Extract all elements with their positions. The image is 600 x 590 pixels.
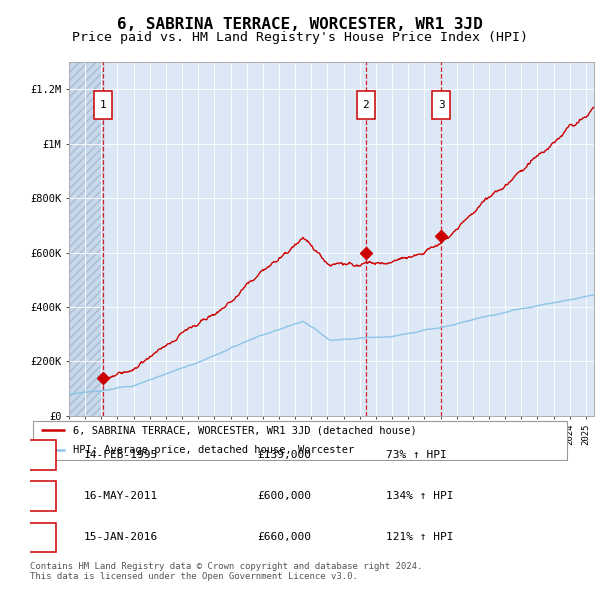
Bar	[69, 62, 103, 416]
Text: 2: 2	[362, 100, 369, 110]
Text: 3: 3	[438, 100, 445, 110]
Text: HPI: Average price, detached house, Worcester: HPI: Average price, detached house, Worc…	[73, 445, 355, 455]
Text: 16-MAY-2011: 16-MAY-2011	[84, 491, 158, 501]
Text: 14-FEB-1995: 14-FEB-1995	[84, 450, 158, 460]
Text: £139,000: £139,000	[257, 450, 311, 460]
Text: 73% ↑ HPI: 73% ↑ HPI	[386, 450, 447, 460]
FancyBboxPatch shape	[33, 421, 568, 460]
Text: 121% ↑ HPI: 121% ↑ HPI	[386, 533, 454, 542]
FancyBboxPatch shape	[25, 440, 56, 470]
Text: 15-JAN-2016: 15-JAN-2016	[84, 533, 158, 542]
Text: 3: 3	[37, 533, 44, 542]
FancyBboxPatch shape	[357, 91, 374, 119]
Text: £660,000: £660,000	[257, 533, 311, 542]
Text: Price paid vs. HM Land Registry's House Price Index (HPI): Price paid vs. HM Land Registry's House …	[72, 31, 528, 44]
Text: 134% ↑ HPI: 134% ↑ HPI	[386, 491, 454, 501]
Text: 1: 1	[37, 450, 44, 460]
Text: Contains HM Land Registry data © Crown copyright and database right 2024.
This d: Contains HM Land Registry data © Crown c…	[30, 562, 422, 581]
Text: £600,000: £600,000	[257, 491, 311, 501]
Text: 2: 2	[37, 491, 44, 501]
Text: 6, SABRINA TERRACE, WORCESTER, WR1 3JD (detached house): 6, SABRINA TERRACE, WORCESTER, WR1 3JD (…	[73, 425, 417, 435]
Text: 1: 1	[100, 100, 107, 110]
FancyBboxPatch shape	[25, 523, 56, 552]
FancyBboxPatch shape	[432, 91, 450, 119]
FancyBboxPatch shape	[94, 91, 112, 119]
Text: 6, SABRINA TERRACE, WORCESTER, WR1 3JD: 6, SABRINA TERRACE, WORCESTER, WR1 3JD	[117, 17, 483, 31]
FancyBboxPatch shape	[25, 481, 56, 511]
